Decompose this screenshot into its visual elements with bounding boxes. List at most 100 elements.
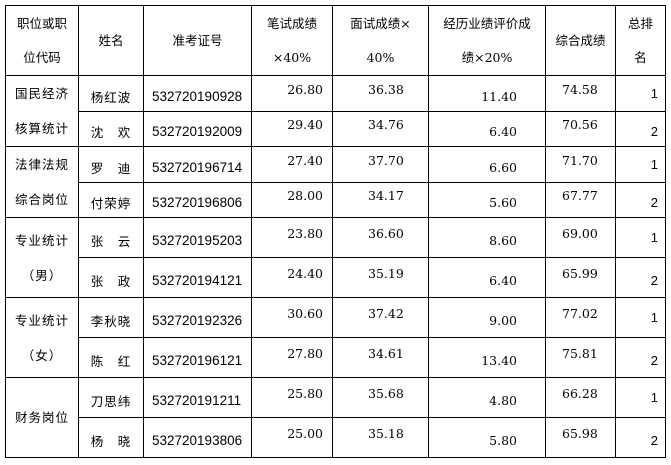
name-cell: 罗 迪 <box>78 146 144 183</box>
header-line: 绩×20% <box>461 49 513 65</box>
header-line: ×40% <box>272 49 312 65</box>
name: 沈 欢 <box>90 125 132 141</box>
total-score: 74.58 <box>562 81 598 97</box>
header-line: 位代码 <box>23 49 61 65</box>
experience-score: 8.60 <box>489 233 517 248</box>
name-cell: 陈 红 <box>78 337 144 378</box>
rank-cell: 1 <box>615 377 666 418</box>
interview-score-cell: 37.42 <box>332 297 429 338</box>
rank: 2 <box>650 353 658 368</box>
table-row: 陈 红 532720196121 27.80 34.61 13.40 75.81 2 <box>6 337 666 378</box>
total-score-cell: 66.28 <box>545 377 616 418</box>
name: 李秋晓 <box>90 314 132 329</box>
written-score-cell: 27.80 <box>251 337 333 378</box>
name-cell: 李秋晓 <box>78 297 144 338</box>
header-row: 职位或职 位代码 姓名 准考证号 笔试成绩 ×40% 面试成绩× 40% 经历业绩评价… <box>5 5 666 76</box>
exam-id-cell: 532720192326 <box>143 297 252 338</box>
table-row: 国民经济 核算统计 杨红波 532720190928 26.80 36.38 11.40 74… <box>5 75 666 147</box>
total-score-cell: 74.58 <box>545 75 616 112</box>
interview-score-cell: 35.19 <box>332 257 429 298</box>
written-score: 25.80 <box>287 386 323 401</box>
position-cell: 法律法规 综合岗位 <box>5 146 79 218</box>
written-score: 28.00 <box>287 188 323 204</box>
rank-cell: 2 <box>615 257 666 298</box>
table-row: 张 政 532720194121 24.40 35.19 6.40 65.99 2 <box>6 257 666 298</box>
experience-score-cell: 13.40 <box>428 337 546 378</box>
written-score: 23.80 <box>287 226 323 241</box>
experience-score: 13.40 <box>481 353 517 368</box>
experience-score: 6.40 <box>489 124 517 140</box>
written-score: 29.40 <box>287 117 323 133</box>
total-score-cell: 65.98 <box>545 417 616 458</box>
experience-score: 4.80 <box>489 393 517 408</box>
exam-id-cell: 532720192009 <box>143 110 252 147</box>
header-line: 笔试成绩 <box>266 15 317 31</box>
position-label-line: 财务岗位 <box>14 410 69 425</box>
rank-cell: 2 <box>615 110 666 147</box>
exam-id: 532720192009 <box>152 124 243 140</box>
exam-id-cell: 532720196121 <box>143 337 252 378</box>
name-cell: 张 云 <box>78 217 144 258</box>
written-score-cell: 25.00 <box>251 417 333 458</box>
written-score-cell: 25.80 <box>251 377 333 418</box>
exam-id-cell: 532720196714 <box>143 146 252 183</box>
exam-id-cell: 532720195203 <box>143 217 252 258</box>
written-score: 30.60 <box>287 306 323 321</box>
name-cell: 张 政 <box>78 257 144 298</box>
header-total: 综合成绩 <box>545 5 616 76</box>
written-score-cell: 24.40 <box>251 257 333 298</box>
exam-id: 532720196121 <box>152 353 243 368</box>
written-score-cell: 28.00 <box>251 181 333 218</box>
written-score: 26.80 <box>287 81 323 97</box>
name: 陈 红 <box>90 354 132 369</box>
position-cell: 财务岗位 <box>5 377 79 458</box>
total-score-cell: 77.02 <box>545 297 616 338</box>
rank-cell: 1 <box>615 297 666 338</box>
experience-score-cell: 6.60 <box>428 146 546 183</box>
exam-id: 532720195203 <box>152 233 243 248</box>
exam-id-cell: 532720194121 <box>143 257 252 298</box>
header-line: 面试成绩× <box>350 15 411 31</box>
interview-score: 37.42 <box>368 306 404 321</box>
interview-score-cell: 35.18 <box>332 417 429 458</box>
position-label-line: 国民经济 <box>14 86 69 101</box>
rank: 1 <box>650 230 658 245</box>
header-line: 名 <box>634 49 647 65</box>
rank-cell: 1 <box>615 75 666 112</box>
experience-score-cell: 6.40 <box>428 110 546 147</box>
interview-score-cell: 36.60 <box>332 217 429 258</box>
interview-score: 37.70 <box>368 152 404 168</box>
interview-score-cell: 37.70 <box>332 146 429 183</box>
interview-score-cell: 34.76 <box>332 110 429 147</box>
header-line: 职位或职 <box>16 15 67 31</box>
rank-cell: 1 <box>615 146 666 183</box>
name-cell: 杨红波 <box>78 75 144 112</box>
exam-id: 532720196714 <box>152 159 243 175</box>
exam-id: 532720190928 <box>152 88 243 104</box>
name: 杨红波 <box>90 89 132 105</box>
experience-score-cell: 4.80 <box>428 377 546 418</box>
header-rank: 总排名 <box>615 5 666 76</box>
total-score: 77.02 <box>562 306 598 321</box>
rank-cell: 2 <box>615 417 666 458</box>
rank-cell: 2 <box>615 337 666 378</box>
written-score-cell: 23.80 <box>251 217 333 258</box>
total-score-cell: 70.56 <box>545 110 616 147</box>
total-score: 66.28 <box>562 386 598 401</box>
total-score: 69.00 <box>562 226 598 241</box>
rank: 1 <box>650 310 658 325</box>
header-line: 总排 <box>627 15 653 31</box>
experience-score-cell: 11.40 <box>428 75 546 112</box>
total-score-cell: 71.70 <box>545 146 616 183</box>
interview-score: 35.19 <box>368 266 404 281</box>
exam-id: 532720192326 <box>152 313 243 328</box>
written-score: 25.00 <box>287 426 323 441</box>
total-score: 65.98 <box>562 426 598 441</box>
total-score: 71.70 <box>562 152 598 168</box>
experience-score-cell: 6.40 <box>428 257 546 298</box>
experience-score: 5.60 <box>489 195 517 211</box>
experience-score: 6.40 <box>489 273 517 288</box>
exam-id-cell: 532720190928 <box>143 75 252 112</box>
total-score-cell: 67.77 <box>545 181 616 218</box>
name: 刀思纬 <box>90 394 132 409</box>
